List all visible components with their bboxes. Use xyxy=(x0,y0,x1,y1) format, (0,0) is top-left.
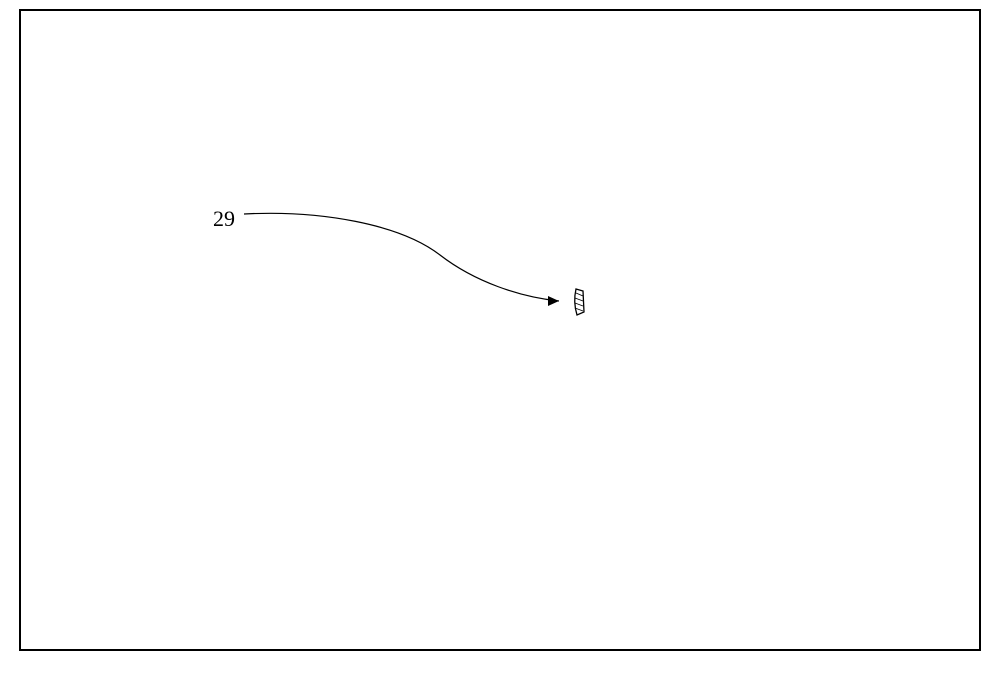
leader-arrowhead-icon xyxy=(548,296,559,306)
callout-number: 29 xyxy=(213,206,235,231)
part-lug xyxy=(575,289,584,315)
leader-curve xyxy=(244,213,559,301)
outer-frame xyxy=(20,10,980,650)
